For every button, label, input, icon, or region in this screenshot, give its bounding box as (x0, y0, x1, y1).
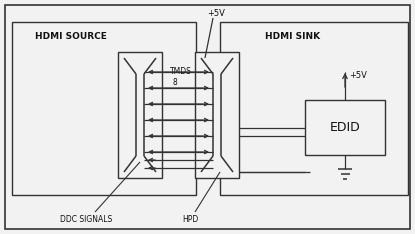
Bar (195, 52, 239, 178)
Bar (118, 52, 162, 178)
Text: HDMI SINK: HDMI SINK (265, 32, 320, 41)
Bar (12, 22, 196, 195)
Text: HDMI SOURCE: HDMI SOURCE (35, 32, 107, 41)
Text: EDID: EDID (330, 121, 360, 134)
Text: +5V: +5V (207, 9, 225, 18)
Text: +5V: +5V (349, 72, 367, 80)
Text: DDC SIGNALS: DDC SIGNALS (60, 215, 112, 224)
Bar (305, 100, 385, 155)
Bar (220, 22, 408, 195)
Text: 8: 8 (172, 78, 177, 87)
Text: TMDS: TMDS (170, 67, 192, 76)
Text: HPD: HPD (182, 215, 198, 224)
